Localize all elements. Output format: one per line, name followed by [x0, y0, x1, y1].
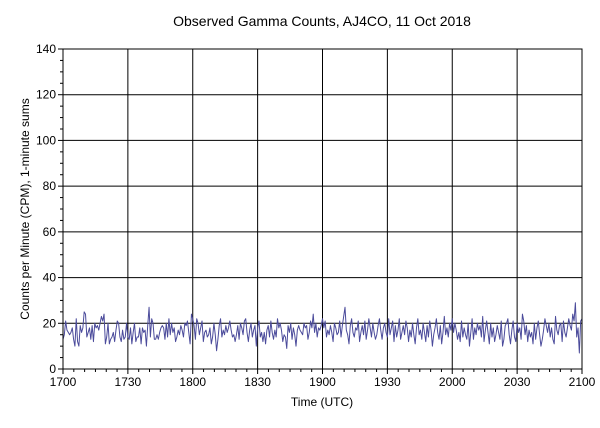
tick-layer: 0 20 40 60 80 100 120 140 1700 1730 1800 1830 1900 19…: [36, 42, 596, 389]
y-tick-label: 20: [43, 316, 57, 330]
y-tick-label: 120: [36, 88, 56, 102]
y-tick-label: 80: [43, 179, 57, 193]
x-tick-label: 1830: [244, 375, 271, 389]
x-tick-label: 1730: [115, 375, 142, 389]
x-tick-label: 1700: [50, 375, 77, 389]
y-tick-label: 100: [36, 133, 56, 147]
x-tick-label: 1800: [179, 375, 206, 389]
x-axis-title: Time (UTC): [291, 395, 353, 409]
x-tick-label: 2100: [569, 375, 596, 389]
x-tick-label: 2030: [504, 375, 531, 389]
y-tick-label: 0: [49, 362, 56, 376]
y-tick-label: 140: [36, 42, 56, 56]
series-line: [62, 302, 583, 354]
y-tick-label: 40: [43, 271, 57, 285]
x-tick-label: 1930: [374, 375, 401, 389]
chart-title: Observed Gamma Counts, AJ4CO, 11 Oct 201…: [173, 13, 471, 29]
plot-frame: [62, 48, 583, 370]
x-tick-label: 1900: [309, 375, 336, 389]
y-tick-label: 60: [43, 225, 57, 239]
grid-layer: [63, 49, 582, 369]
y-axis-title: Counts per Minute (CPM), 1-minute sums: [18, 98, 32, 319]
x-tick-label: 2000: [439, 375, 466, 389]
series-layer: [62, 302, 583, 354]
